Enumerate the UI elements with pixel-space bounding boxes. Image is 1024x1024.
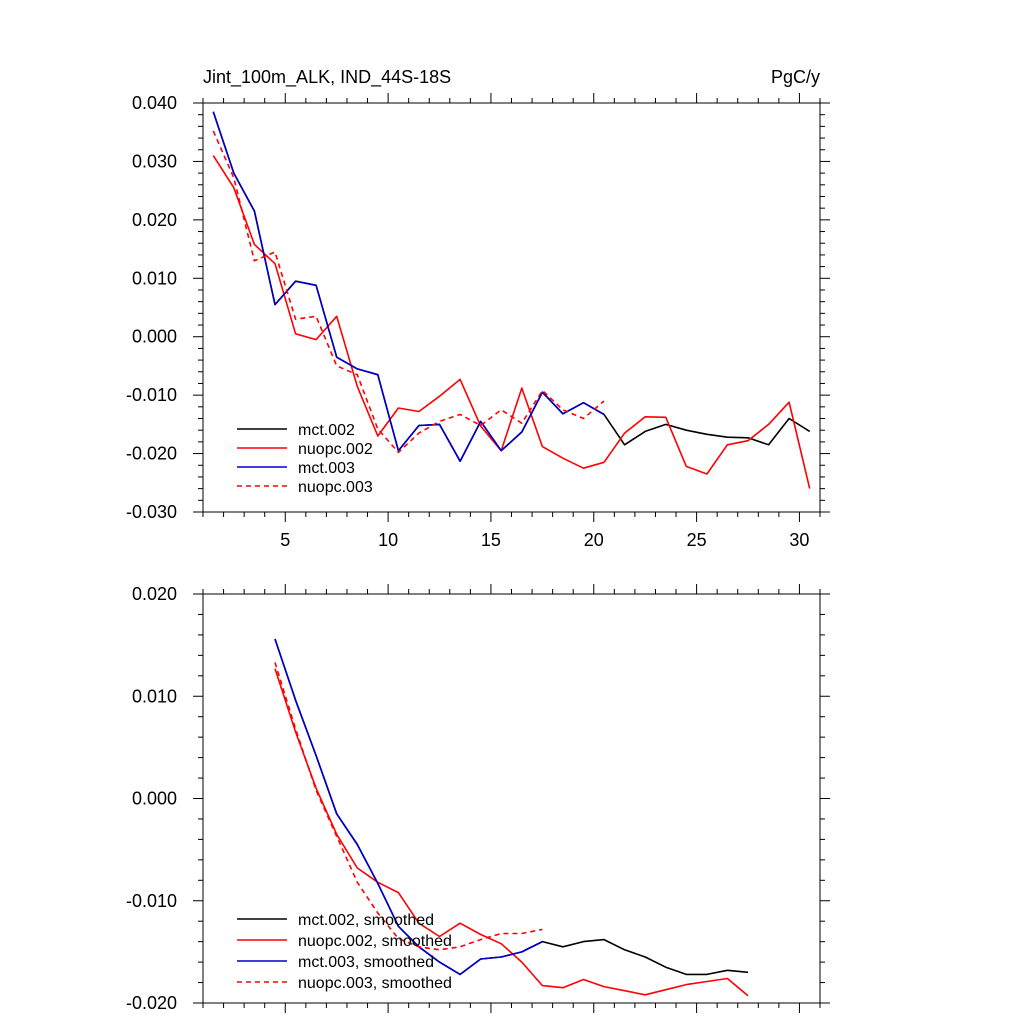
x-tick-label: 20 — [584, 530, 604, 550]
legend-label: nuopc.002 — [298, 441, 373, 458]
legend-label: nuopc.002, smoothed — [298, 933, 452, 950]
legend-label: nuopc.003, smoothed — [298, 975, 452, 992]
bottom-panel-frame — [202, 593, 821, 1004]
series-line-nuopc-003-smoothed — [274, 662, 543, 951]
series-line-nuopc-002-smoothed — [274, 668, 749, 997]
top-panel-title: Jint_100m_ALK, IND_44S-18S — [203, 67, 451, 88]
top-panel-frame — [202, 102, 821, 513]
y-tick-label: 0.010 — [132, 268, 177, 288]
y-tick-label: -0.020 — [126, 993, 177, 1013]
legend-label: mct.002, smoothed — [298, 912, 434, 929]
x-tick-label: 25 — [687, 530, 707, 550]
bottom-panel: 0.020 0.010 0.000 -0.010 -0.020 mct.002, smo… — [126, 584, 830, 1013]
top-panel: Jint_100m_ALK, IND_44S-18S PgC/y 5 10 15 20… — [126, 67, 830, 550]
y-tick-label: 0.000 — [132, 789, 177, 809]
series-line-mct-002 — [212, 111, 811, 463]
y-tick-label: 0.030 — [132, 151, 177, 171]
y-tick-label: -0.030 — [126, 502, 177, 522]
series-line-mct-003 — [212, 111, 605, 463]
y-tick-label: 0.000 — [132, 327, 177, 347]
y-tick-label: 0.040 — [132, 93, 177, 113]
x-tick-label: 10 — [378, 530, 398, 550]
y-tick-label: 0.020 — [132, 210, 177, 230]
y-tick-label: -0.010 — [126, 891, 177, 911]
y-tick-label: 0.010 — [132, 686, 177, 706]
legend-label: mct.002 — [298, 422, 355, 439]
y-tick-label: -0.020 — [126, 444, 177, 464]
series-line-nuopc-002 — [212, 155, 811, 489]
x-tick-label: 5 — [280, 530, 290, 550]
y-tick-label: 0.020 — [132, 584, 177, 604]
legend-label: nuopc.003 — [298, 479, 373, 496]
top-panel-units: PgC/y — [771, 67, 820, 87]
legend-label: mct.003, smoothed — [298, 954, 434, 971]
y-tick-label: -0.010 — [126, 385, 177, 405]
x-tick-label: 15 — [481, 530, 501, 550]
series-line-mct-003-smoothed — [274, 638, 543, 976]
legend-label: mct.003 — [298, 460, 355, 477]
series-line-nuopc-003 — [212, 130, 605, 454]
x-tick-label: 30 — [789, 530, 809, 550]
